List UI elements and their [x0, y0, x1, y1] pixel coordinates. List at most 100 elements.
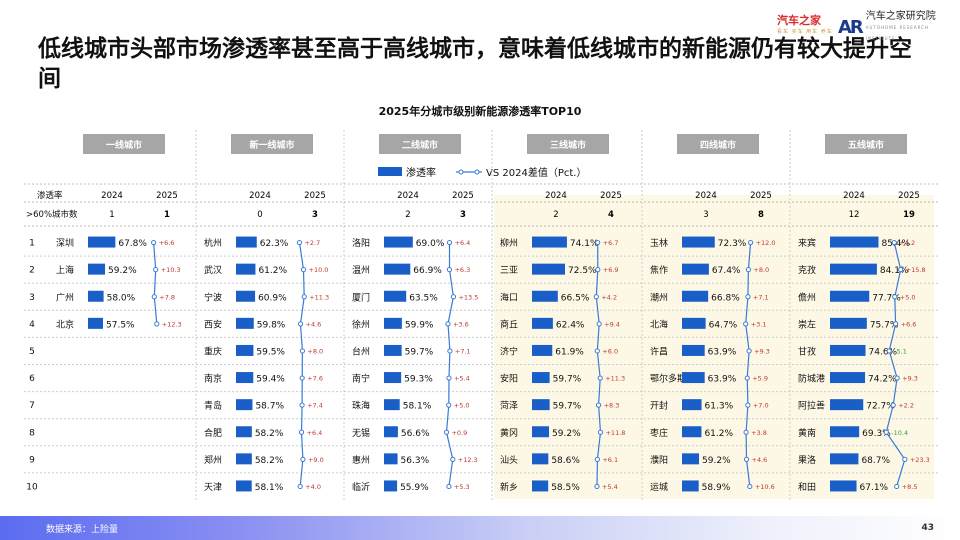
penetration-bar: [532, 480, 549, 492]
penetration-value-label: 60.9%: [258, 293, 287, 303]
city-label: 防城港: [798, 373, 825, 385]
city-label: 果洛: [798, 454, 816, 466]
delta-value-label: +4.2: [601, 293, 617, 301]
year-2025-label: 2025: [304, 191, 326, 201]
delta-point: [299, 402, 305, 408]
delta-point: [297, 321, 304, 327]
delta-point: [747, 483, 753, 490]
tier-header-box: [527, 134, 609, 154]
count-2025: 4: [608, 210, 614, 220]
city-label: 惠州: [352, 454, 370, 466]
penetration-value-label: 59.3%: [404, 375, 433, 385]
delta-value-label: +6.1: [602, 456, 618, 464]
year-2024-label: 2024: [545, 191, 567, 201]
delta-point: [748, 239, 754, 246]
tier-header-label: 一线城市: [106, 139, 142, 151]
penetration-bar: [88, 317, 103, 329]
penetration-value-label: 67.8%: [118, 239, 147, 249]
rank-label: 3: [29, 293, 35, 303]
penetration-bar: [236, 426, 252, 438]
city-label: 阿拉善: [798, 400, 825, 412]
penetration-value-label: 61.2%: [258, 266, 287, 276]
penetration-value-label: 72.3%: [718, 239, 747, 249]
autohome-logo: 汽车之家 看车 买车 用车 养车: [777, 12, 833, 35]
city-label: 海口: [500, 291, 518, 303]
tier-header-box: [825, 134, 907, 154]
city-label: 重庆: [204, 345, 222, 357]
delta-value-label: +15.8: [906, 266, 926, 274]
delta-value-label: +12.3: [162, 320, 182, 328]
city-label: 菏泽: [500, 401, 518, 412]
penetration-bar: [532, 236, 567, 248]
penetration-value-label: 61.3%: [705, 402, 734, 412]
legend-line-swatch: [456, 169, 482, 174]
delta-value-label: +10.0: [309, 266, 329, 274]
count-2025: 19: [903, 210, 915, 220]
year-2025-label: 2025: [452, 191, 474, 201]
delta-point: [745, 294, 751, 300]
penetration-value-label: 58.1%: [403, 402, 432, 412]
city-label: 来宾: [798, 237, 816, 249]
delta-point: [301, 294, 307, 300]
city-label: 台州: [352, 345, 370, 357]
tier-header-label: 二线城市: [402, 139, 438, 151]
delta-point: [299, 348, 305, 354]
delta-value-label: +7.8: [159, 293, 175, 301]
delta-point: [597, 429, 604, 435]
penetration-bar: [682, 317, 706, 329]
city-label: 宁波: [204, 291, 222, 303]
city-label: 上海: [56, 264, 74, 276]
count-2024: 2: [405, 210, 410, 220]
delta-line: [298, 242, 305, 487]
penetration-value-label: 59.2%: [702, 456, 731, 466]
count-2024: 2: [553, 210, 558, 220]
city-label: 珠海: [352, 400, 370, 412]
rank-label: 8: [29, 428, 35, 438]
penetration-value-label: 66.8%: [711, 293, 740, 303]
city-label: 南京: [204, 373, 222, 385]
count-2025: 1: [164, 210, 170, 220]
rank-label: 9: [29, 455, 35, 465]
delta-value-label: +5.4: [454, 375, 470, 383]
delta-value-label: +9.4: [604, 320, 620, 328]
penetration-bar: [682, 263, 709, 275]
delta-point: [597, 375, 603, 381]
delta-value-label: +23.3: [910, 456, 930, 464]
city-label: 深圳: [56, 238, 74, 249]
penetration-bar: [532, 317, 553, 329]
penetration-bar: [830, 236, 879, 248]
delta-value-label: +7.0: [753, 402, 769, 410]
delta-point: [894, 375, 900, 381]
count-2024: 1: [109, 210, 114, 220]
chart-title: 2025年分城市级别新能源渗透率TOP10: [378, 105, 582, 118]
city-label: 北京: [56, 318, 74, 330]
count-2024: 3: [703, 210, 708, 220]
city-label: 安阳: [500, 373, 518, 385]
penetration-bar: [830, 426, 860, 438]
delta-point: [297, 483, 303, 490]
data-source: 数据来源：上险量: [46, 525, 119, 535]
city-label: 潮州: [650, 291, 668, 303]
institute-sub: AUTOHOME RESEARCH INSTITUTE: [865, 25, 929, 41]
penetration-bar: [682, 236, 715, 248]
delta-point: [450, 294, 457, 300]
delta-value-label: +2.2: [898, 402, 914, 410]
penetration-bar: [532, 290, 558, 302]
penetration-value-label: 58.2%: [255, 429, 284, 439]
penetration-bar: [682, 426, 702, 438]
delta-value-label: +12.3: [458, 456, 478, 464]
penetration-value-label: 58.2%: [255, 456, 284, 466]
delta-point: [596, 321, 602, 327]
delta-value-label: +2.7: [304, 239, 320, 247]
delta-value-label: +13.5: [458, 293, 478, 301]
tier-header-label: 新一线城市: [249, 139, 294, 151]
ar-logo-icon: AR: [838, 17, 864, 38]
tier-header-label: 四线城市: [700, 139, 736, 151]
penetration-value-label: 67.1%: [860, 483, 889, 493]
penetration-bar: [384, 290, 407, 302]
penetration-bar: [236, 263, 256, 275]
year-2025-label: 2025: [156, 191, 178, 201]
penetration-bar: [384, 236, 413, 248]
city-label: 青岛: [204, 400, 222, 412]
